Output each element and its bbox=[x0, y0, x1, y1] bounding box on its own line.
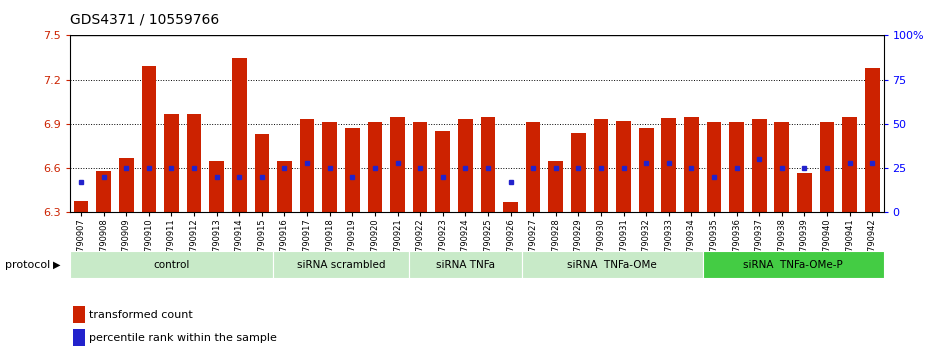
Bar bbox=[299, 120, 314, 212]
Bar bbox=[119, 158, 134, 212]
Bar bbox=[255, 134, 269, 212]
Bar bbox=[73, 201, 88, 212]
Bar bbox=[70, 251, 273, 278]
Bar bbox=[843, 116, 857, 212]
Bar bbox=[277, 161, 292, 212]
Text: siRNA scrambled: siRNA scrambled bbox=[297, 259, 385, 270]
Bar bbox=[187, 114, 202, 212]
Bar bbox=[639, 128, 654, 212]
Bar bbox=[819, 122, 834, 212]
Text: control: control bbox=[153, 259, 190, 270]
Bar bbox=[481, 116, 496, 212]
Bar bbox=[593, 120, 608, 212]
Bar bbox=[164, 114, 179, 212]
Bar bbox=[435, 131, 450, 212]
Bar bbox=[684, 116, 698, 212]
Bar bbox=[273, 251, 409, 278]
Bar bbox=[413, 122, 428, 212]
Bar bbox=[391, 116, 405, 212]
Bar bbox=[345, 128, 360, 212]
Bar bbox=[73, 329, 85, 347]
Bar bbox=[703, 251, 884, 278]
Bar bbox=[522, 251, 703, 278]
Text: protocol: protocol bbox=[5, 260, 50, 270]
Text: GDS4371 / 10559766: GDS4371 / 10559766 bbox=[70, 12, 219, 27]
Bar bbox=[865, 68, 880, 212]
Bar bbox=[97, 171, 111, 212]
Bar bbox=[209, 161, 224, 212]
Bar bbox=[73, 306, 85, 323]
Bar bbox=[503, 202, 518, 212]
Bar bbox=[661, 118, 676, 212]
Bar bbox=[571, 133, 586, 212]
Text: percentile rank within the sample: percentile rank within the sample bbox=[89, 333, 277, 343]
Text: transformed count: transformed count bbox=[89, 309, 193, 320]
Bar bbox=[617, 121, 631, 212]
Bar bbox=[525, 122, 540, 212]
Bar bbox=[409, 251, 522, 278]
Bar bbox=[707, 122, 722, 212]
Bar bbox=[775, 122, 790, 212]
Bar bbox=[458, 120, 472, 212]
Bar bbox=[367, 122, 382, 212]
Text: siRNA  TNFa-OMe: siRNA TNFa-OMe bbox=[567, 259, 658, 270]
Bar bbox=[797, 172, 812, 212]
Bar bbox=[549, 161, 563, 212]
Text: siRNA TNFa: siRNA TNFa bbox=[436, 259, 495, 270]
Bar bbox=[323, 122, 337, 212]
Bar bbox=[141, 66, 156, 212]
Text: siRNA  TNFa-OMe-P: siRNA TNFa-OMe-P bbox=[743, 259, 843, 270]
Bar bbox=[729, 122, 744, 212]
Text: ▶: ▶ bbox=[53, 260, 60, 270]
Bar bbox=[751, 120, 766, 212]
Bar bbox=[232, 57, 246, 212]
